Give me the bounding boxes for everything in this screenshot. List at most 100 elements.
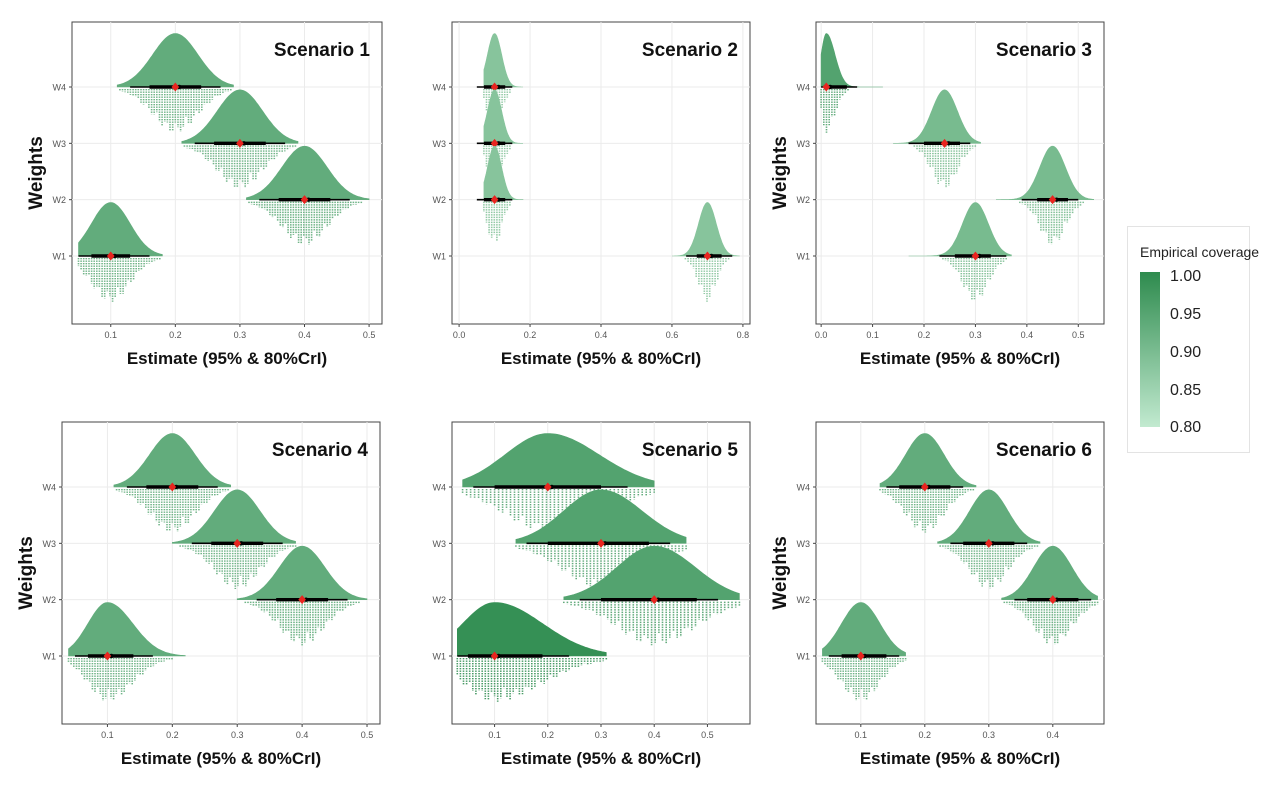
true-estimate-marker bbox=[703, 251, 712, 261]
x-tick-label: 0.4 bbox=[595, 330, 608, 340]
x-axis-label: Estimate (95% & 80%CrI) bbox=[501, 749, 701, 768]
y-tick-label: W1 bbox=[53, 252, 67, 262]
dot-histogram-w3 bbox=[939, 545, 1039, 589]
scenario-4-panel: W4 W3 W2 W1 0.1 0.2 0.3 0.4 0.5 Scenario 4 Estimat… bbox=[10, 410, 388, 792]
dot-histogram-w3 bbox=[913, 145, 977, 188]
y-tick-label: W2 bbox=[797, 595, 811, 605]
x-tick-label: 0.2 bbox=[524, 330, 537, 340]
x-tick-label: 0.1 bbox=[101, 730, 114, 740]
density-w4 bbox=[462, 433, 655, 488]
x-tick-label: 0.1 bbox=[104, 330, 117, 340]
density-w2 bbox=[236, 545, 368, 600]
scenario-1-chart: W4 W3 W2 W1 0.1 0.2 0.3 0.4 0.5 Scenario 1 Estimat… bbox=[26, 21, 383, 368]
median-point bbox=[174, 484, 179, 490]
density-w2 bbox=[483, 145, 524, 200]
x-axis-label: Estimate (95% & 80%CrI) bbox=[501, 349, 701, 368]
y-tick-label: W3 bbox=[43, 539, 57, 549]
x-tick-label: 0.2 bbox=[918, 330, 931, 340]
y-tick-label: W4 bbox=[797, 483, 811, 493]
true-estimate-marker bbox=[236, 138, 244, 148]
density-w3 bbox=[172, 489, 296, 544]
density-w2 bbox=[996, 145, 1094, 200]
y-tick-label: W4 bbox=[433, 83, 447, 93]
density-w2 bbox=[1001, 545, 1098, 600]
x-axis-label: Estimate (95% & 80%CrI) bbox=[860, 749, 1060, 768]
scenario-4-chart: W4 W3 W2 W1 0.1 0.2 0.3 0.4 0.5 Scenario 4 Estimat… bbox=[16, 421, 381, 768]
legend-title: Empirical coverage bbox=[1140, 244, 1260, 260]
x-axis-label: Estimate (95% & 80%CrI) bbox=[127, 349, 327, 368]
y-tick-label: W3 bbox=[53, 139, 67, 149]
true-estimate-marker bbox=[940, 138, 949, 148]
density-w1 bbox=[908, 202, 1012, 257]
x-tick-label: 0.1 bbox=[866, 330, 879, 340]
density-w1 bbox=[672, 202, 740, 257]
true-estimate-marker bbox=[650, 595, 659, 605]
median-point bbox=[177, 84, 182, 90]
x-tick-label: 0.5 bbox=[363, 330, 376, 340]
true-estimate-marker bbox=[857, 651, 865, 661]
median-point bbox=[926, 484, 931, 490]
x-tick-label: 0.4 bbox=[296, 730, 309, 740]
x-tick-label: 0.6 bbox=[666, 330, 679, 340]
x-tick-label: 0.4 bbox=[1021, 330, 1034, 340]
density-w4 bbox=[483, 33, 523, 88]
median-point bbox=[549, 484, 554, 490]
true-estimate-marker bbox=[1048, 195, 1057, 205]
median-point bbox=[239, 541, 244, 546]
y-tick-label: W2 bbox=[433, 595, 447, 605]
legend-tick: 0.90 bbox=[1170, 344, 1202, 361]
density-w2 bbox=[563, 545, 740, 600]
density-w3 bbox=[483, 89, 523, 144]
chart-title: Scenario 3 bbox=[996, 40, 1092, 61]
scenario-3-chart: W4 W3 W2 W1 0.0 0.1 0.2 0.3 0.4 0.5 Scenario 3 Esti… bbox=[770, 21, 1105, 368]
dot-histogram-w4 bbox=[119, 89, 232, 132]
dot-histogram-w1 bbox=[942, 258, 1007, 300]
median-point bbox=[241, 141, 247, 146]
median-point bbox=[303, 597, 309, 602]
y-tick-label: W2 bbox=[43, 595, 57, 605]
median-point bbox=[862, 653, 867, 659]
density-w4 bbox=[879, 433, 977, 488]
true-estimate-marker bbox=[168, 482, 177, 492]
density-w3 bbox=[181, 89, 299, 144]
median-point bbox=[112, 253, 117, 259]
density-w1 bbox=[822, 602, 906, 657]
y-axis-label: Weights bbox=[26, 136, 47, 210]
median-point bbox=[602, 541, 608, 546]
density-w3 bbox=[893, 89, 981, 144]
x-tick-label: 0.4 bbox=[1047, 730, 1060, 740]
y-tick-label: W1 bbox=[43, 652, 57, 662]
dot-histogram-w2 bbox=[1003, 601, 1099, 645]
true-estimate-marker bbox=[171, 82, 180, 92]
x-tick-label: 0.4 bbox=[298, 330, 311, 340]
median-point bbox=[306, 197, 311, 202]
density-w1 bbox=[457, 602, 607, 657]
true-estimate-marker bbox=[822, 82, 831, 92]
dot-histogram-w1 bbox=[67, 658, 173, 701]
dot-histogram-w1 bbox=[684, 258, 730, 302]
density-w4 bbox=[113, 433, 231, 488]
x-tick-label: 0.2 bbox=[919, 730, 932, 740]
dot-histogram-w4 bbox=[879, 489, 975, 533]
x-tick-label: 0.0 bbox=[453, 330, 466, 340]
true-estimate-marker bbox=[103, 651, 112, 661]
true-estimate-marker bbox=[543, 482, 552, 492]
scenario-2-chart: W4 W3 W2 W1 0.0 0.2 0.4 0.6 0.8 Scenario 2 Estimat… bbox=[433, 21, 751, 368]
true-estimate-marker bbox=[106, 251, 115, 261]
scenario-5-panel: W4 W3 W2 W1 0.1 0.2 0.3 0.4 0.5 Scenario 5 Estimat… bbox=[400, 410, 758, 792]
median-point bbox=[990, 541, 995, 546]
dot-histogram-w2 bbox=[1019, 201, 1085, 245]
true-estimate-marker bbox=[921, 482, 929, 492]
chart-title: Scenario 2 bbox=[642, 40, 738, 61]
density-w1 bbox=[78, 202, 163, 257]
plot-frame bbox=[61, 421, 381, 725]
true-estimate-marker bbox=[300, 195, 309, 205]
true-estimate-marker bbox=[233, 538, 242, 548]
coverage-legend: Empirical coverage 1.00 0.95 0.90 0.85 0… bbox=[1127, 226, 1259, 453]
scenario-1-panel: W4 W3 W2 W1 0.1 0.2 0.3 0.4 0.5 Scenario 1 Estimat… bbox=[20, 10, 390, 392]
x-tick-label: 0.2 bbox=[542, 730, 555, 740]
legend-color-bar bbox=[1140, 272, 1160, 427]
median-point bbox=[496, 84, 501, 90]
median-point bbox=[1054, 597, 1059, 602]
x-tick-label: 0.2 bbox=[169, 330, 182, 340]
